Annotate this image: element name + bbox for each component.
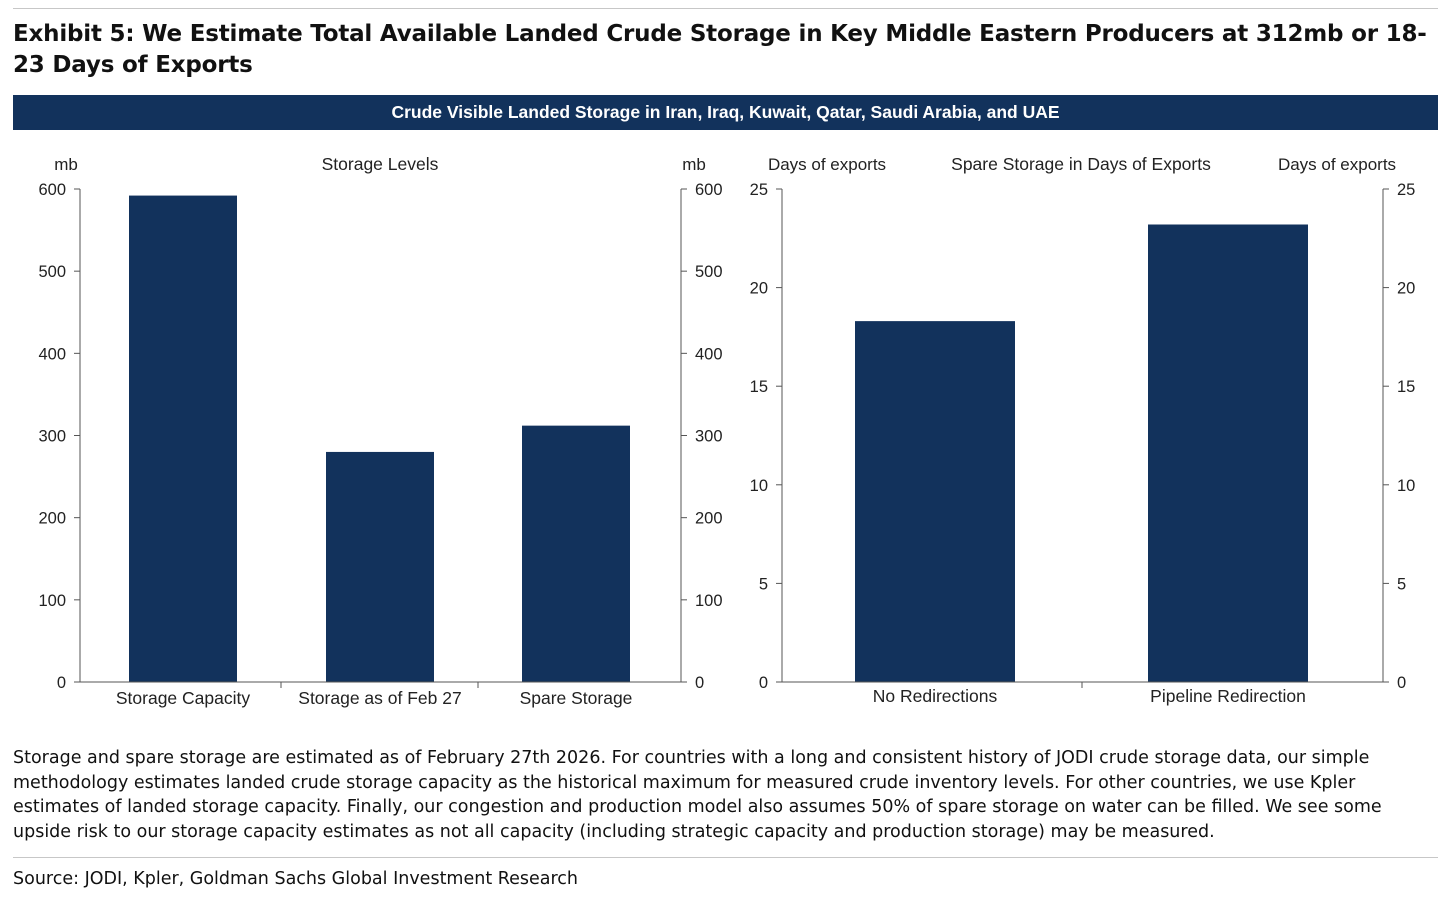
chart-1-ytick-label-right: 0 xyxy=(695,674,704,692)
chart-2-category-label: No Redirections xyxy=(873,686,998,706)
chart-2-ytick-label-right: 10 xyxy=(1397,477,1415,495)
chart-2-ytick-label-right: 15 xyxy=(1397,378,1415,396)
chart-1-category-label: Storage as of Feb 27 xyxy=(298,688,461,708)
source-note: Source: JODI, Kpler, Goldman Sachs Globa… xyxy=(13,869,579,889)
chart-1-ytick-label-left: 0 xyxy=(57,674,66,692)
chart-1-ytick-label-left: 200 xyxy=(38,510,66,528)
chart-1-ytick-label-right: 400 xyxy=(695,345,723,363)
chart-1-ytick-label-right: 300 xyxy=(695,428,723,446)
chart-1-ytick-label-left: 300 xyxy=(38,428,66,446)
chart-2-ytick-label-right: 25 xyxy=(1397,181,1415,199)
chart-2-ytick-label-right: 5 xyxy=(1397,575,1406,593)
chart-1-ytick-label-left: 400 xyxy=(38,345,66,363)
chart-1-bar xyxy=(129,195,237,682)
chart-2-bar xyxy=(855,321,1015,682)
chart-2-ytick-label-left: 10 xyxy=(750,477,768,495)
chart-1-category-label: Storage Capacity xyxy=(116,688,250,708)
chart-1-ytick-label-right: 600 xyxy=(695,181,723,199)
chart-2-ylabel-left: Days of exports xyxy=(768,155,886,174)
chart-2-ytick-label-left: 15 xyxy=(750,378,768,396)
chart-1-ytick-label-right: 100 xyxy=(695,592,723,610)
chart-banner: Crude Visible Landed Storage in Iran, Ir… xyxy=(13,95,1438,130)
chart-2-ytick-label-left: 5 xyxy=(759,575,768,593)
top-divider xyxy=(13,8,1438,9)
chart-1-ytick-label-left: 600 xyxy=(38,181,66,199)
chart-1-bar xyxy=(326,451,434,682)
footnote: Storage and spare storage are estimated … xyxy=(13,748,1382,842)
chart-2-title: Spare Storage in Days of Exports xyxy=(951,154,1211,174)
chart-1-ylabel-right: mb xyxy=(682,155,706,174)
chart-2-bar xyxy=(1148,224,1308,682)
chart-1-category-label: Spare Storage xyxy=(520,688,633,708)
chart-1-title: Storage Levels xyxy=(322,154,439,174)
chart-1-ytick-label-left: 100 xyxy=(38,592,66,610)
chart-2-ytick-label-left: 0 xyxy=(759,674,768,692)
chart-1-ytick-label-right: 500 xyxy=(695,263,723,281)
bottom-divider xyxy=(13,857,1438,858)
chart-2-ytick-label-right: 0 xyxy=(1397,674,1406,692)
chart-2-ylabel-right: Days of exports xyxy=(1278,155,1396,174)
chart-2-category-label: Pipeline Redirection xyxy=(1150,686,1306,706)
chart-2-ytick-label-left: 20 xyxy=(750,280,768,298)
chart-2-ytick-label-right: 20 xyxy=(1397,280,1415,298)
chart-1-bar xyxy=(522,425,630,682)
exhibit-title: Exhibit 5: We Estimate Total Available L… xyxy=(13,21,1427,78)
chart-2-ytick-label-left: 25 xyxy=(750,181,768,199)
chart-1-ytick-label-left: 500 xyxy=(38,263,66,281)
chart-1-ytick-label-right: 200 xyxy=(695,510,723,528)
chart-banner-text: Crude Visible Landed Storage in Iran, Ir… xyxy=(391,102,1060,122)
chart-1-ylabel-left: mb xyxy=(54,155,78,174)
